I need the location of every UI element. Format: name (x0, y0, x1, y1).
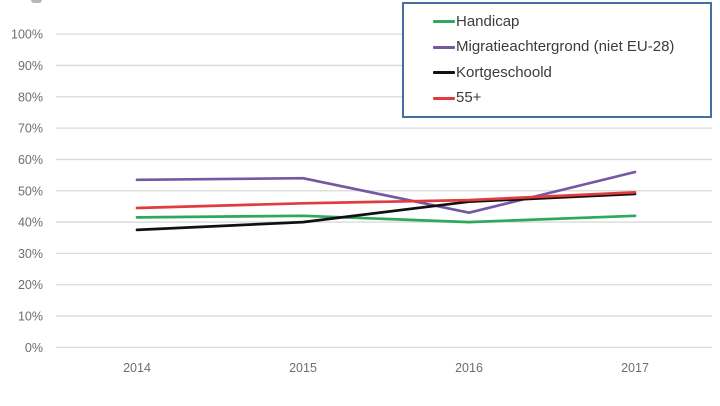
legend-label-55plus: 55+ (456, 89, 482, 106)
legend-item-55plus: 55+ (433, 89, 706, 107)
x-tick-label: 2016 (455, 361, 483, 375)
y-tick-label: 100% (11, 28, 43, 42)
x-tick-label: 2015 (289, 361, 317, 375)
legend-line-swatch-purple (433, 45, 455, 49)
legend-line-swatch-red (433, 96, 455, 100)
series-line-kortgeschoold (135, 192, 637, 232)
chart-legend: Handicap Migratieachtergrond (niet EU-28… (402, 2, 712, 118)
legend-item-handicap: Handicap (433, 12, 706, 31)
legend-label-kortgeschoold: Kortgeschoold (456, 63, 552, 81)
x-tick-label: 2017 (621, 361, 649, 375)
legend-item-migratieachtergrond: Migratieachtergrond (niet EU-28) (433, 38, 706, 56)
x-tick-label: 2014 (123, 361, 151, 375)
legend-label-migratieachtergrond: Migratieachtergrond (niet EU-28) (456, 38, 675, 55)
clipped-label-fragment (31, 0, 42, 3)
series-line-55 (135, 190, 637, 210)
legend-label-handicap: Handicap (456, 12, 520, 30)
y-tick-label: 40% (18, 216, 43, 230)
legend-item-kortgeschoold: Kortgeschoold (433, 63, 706, 82)
y-tick-label: 90% (18, 59, 43, 73)
legend-line-swatch-black (433, 71, 455, 75)
y-tick-label: 80% (18, 90, 43, 104)
y-tick-label: 60% (18, 153, 43, 167)
legend-line-swatch-green (433, 20, 455, 24)
y-tick-label: 10% (18, 310, 43, 324)
series-line-handicap (135, 214, 637, 224)
y-tick-label: 70% (18, 122, 43, 136)
y-tick-label: 50% (18, 184, 43, 198)
series-line-migratieachtergrond-niet-eu-28 (135, 170, 637, 215)
y-tick-label: 20% (18, 278, 43, 292)
y-tick-label: 0% (25, 341, 43, 355)
y-tick-label: 30% (18, 247, 43, 261)
